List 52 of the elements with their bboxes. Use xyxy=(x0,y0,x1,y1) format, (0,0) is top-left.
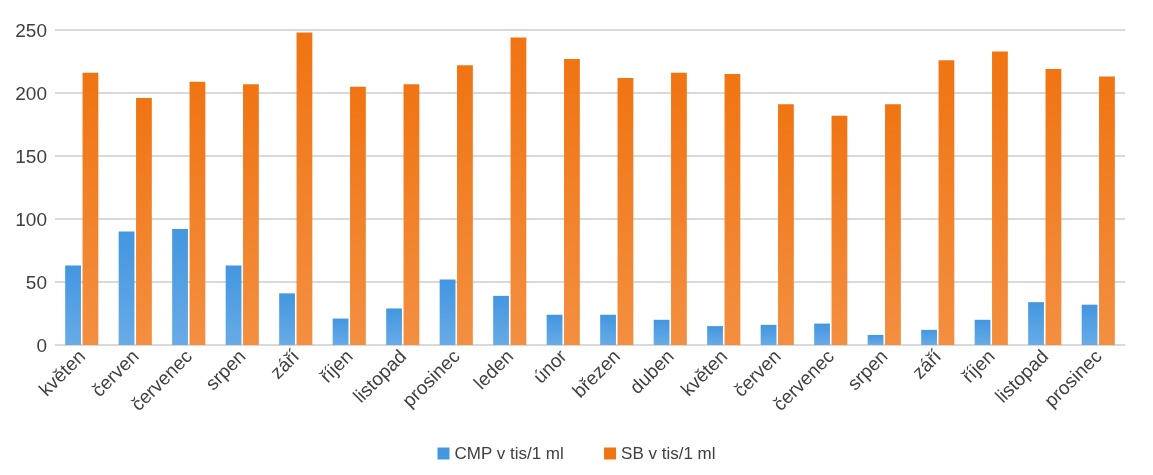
bar xyxy=(350,86,366,345)
y-tick-label: 200 xyxy=(15,82,47,104)
bar xyxy=(867,334,884,345)
bar xyxy=(1028,302,1044,345)
bar xyxy=(974,319,991,345)
bar xyxy=(172,229,188,345)
bar xyxy=(493,295,509,345)
bar xyxy=(564,58,580,345)
bar xyxy=(296,32,313,345)
bar xyxy=(814,323,830,345)
bar xyxy=(189,81,206,345)
legend-label: SB v tis/1 ml xyxy=(621,444,716,463)
bar xyxy=(279,293,295,345)
bar xyxy=(778,104,794,345)
bar xyxy=(65,265,81,345)
bar xyxy=(617,77,634,345)
y-tick-label: 100 xyxy=(15,208,47,230)
y-tick-label: 150 xyxy=(15,145,47,167)
bar xyxy=(332,318,349,345)
bar xyxy=(225,265,242,345)
x-tick-label: říjen xyxy=(957,345,999,387)
bar xyxy=(136,98,152,345)
y-tick-label: 50 xyxy=(25,271,47,293)
bar xyxy=(1081,304,1098,345)
x-tick-label: září xyxy=(907,345,946,383)
legend-label: CMP v tis/1 ml xyxy=(454,444,564,463)
bar xyxy=(707,326,723,345)
bar xyxy=(439,279,456,345)
bar xyxy=(600,314,616,345)
bar xyxy=(921,329,937,345)
bar xyxy=(938,60,955,345)
bar xyxy=(82,72,99,345)
bar xyxy=(671,72,687,345)
bar xyxy=(885,104,901,345)
bar xyxy=(403,84,420,345)
bar xyxy=(243,84,259,345)
bar xyxy=(386,308,402,345)
x-tick-label: říjen xyxy=(315,345,357,387)
bar xyxy=(992,51,1008,345)
bar xyxy=(1045,69,1062,345)
x-tick-label: září xyxy=(265,345,304,383)
bar xyxy=(724,74,741,345)
bar xyxy=(653,319,670,345)
bar xyxy=(546,314,563,345)
y-tick-label: 250 xyxy=(15,19,47,41)
bar xyxy=(760,324,777,345)
y-tick-label: 0 xyxy=(36,334,47,356)
bar xyxy=(118,231,135,345)
bar xyxy=(1099,76,1115,345)
bar xyxy=(831,115,848,345)
bar xyxy=(457,65,473,345)
bar xyxy=(510,37,527,345)
